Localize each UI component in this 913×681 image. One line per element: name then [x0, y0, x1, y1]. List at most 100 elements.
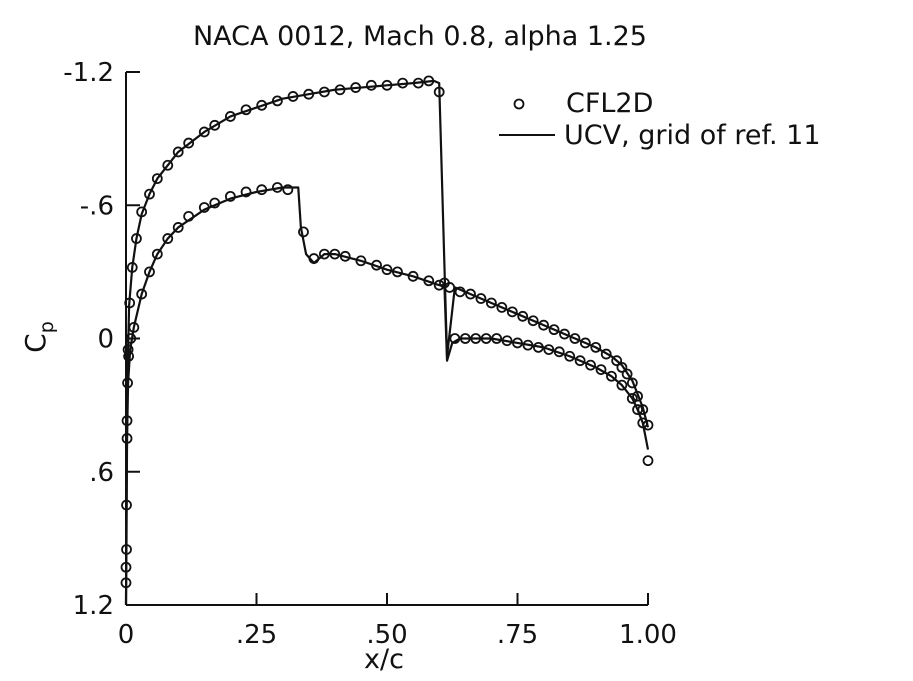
data-point-cfl2d-lower	[121, 544, 132, 555]
data-point-cfl2d-lower	[339, 250, 351, 262]
data-point-cfl2d-lower	[553, 346, 565, 358]
y-tick-label: -.6	[80, 191, 114, 221]
data-point-cfl2d-upper	[121, 415, 133, 427]
data-point-cfl2d-lower	[459, 333, 471, 344]
legend-label-cfl2d: CFL2D	[566, 88, 653, 119]
data-point-cfl2d-lower	[122, 377, 133, 389]
data-point-cfl2d-lower	[240, 186, 252, 198]
data-point-cfl2d-lower	[433, 279, 445, 291]
data-point-cfl2d-upper	[642, 419, 654, 431]
data-point-cfl2d-upper	[444, 282, 456, 293]
data-point-cfl2d-upper	[412, 77, 424, 89]
data-point-cfl2d-lower	[501, 335, 513, 347]
x-tick-label: .50	[366, 620, 407, 650]
data-point-cfl2d-lower	[470, 333, 482, 344]
data-point-cfl2d-lower	[355, 255, 367, 267]
data-point-cfl2d-upper	[303, 88, 315, 100]
data-point-cfl2d-upper	[151, 173, 163, 185]
chart-title: NACA 0012, Mach 0.8, alpha 1.25	[193, 21, 647, 52]
data-point-cfl2d-upper	[365, 79, 377, 91]
data-point-cfl2d-upper	[136, 206, 148, 218]
data-point-cfl2d-lower	[136, 288, 148, 300]
data-point-cfl2d-upper	[506, 306, 518, 318]
data-point-cfl2d-upper	[131, 233, 142, 244]
data-point-cfl2d-upper	[496, 302, 508, 313]
data-point-cfl2d-lower	[371, 259, 382, 271]
data-point-cfl2d-upper	[579, 337, 591, 349]
data-point-cfl2d-upper	[287, 91, 299, 102]
data-point-cfl2d-lower	[637, 417, 649, 429]
x-tick-label: .75	[497, 620, 538, 650]
data-point-cfl2d-lower	[595, 364, 607, 375]
data-point-cfl2d-upper	[121, 499, 132, 511]
data-point-cfl2d-upper	[600, 348, 612, 360]
data-point-cfl2d-lower	[198, 202, 210, 213]
data-point-cfl2d-upper	[198, 126, 210, 138]
data-point-cfl2d-lower	[123, 350, 135, 362]
data-point-cfl2d-lower	[125, 333, 137, 344]
data-point-cfl2d-lower	[616, 379, 628, 391]
data-point-cfl2d-upper	[527, 315, 539, 327]
data-point-cfl2d-upper	[120, 561, 132, 573]
data-point-cfl2d-upper	[172, 146, 184, 158]
data-point-cfl2d-lower	[298, 226, 309, 238]
data-point-cfl2d-upper	[124, 297, 136, 309]
x-tick-marks	[125, 593, 649, 605]
data-point-cfl2d-upper	[433, 86, 445, 98]
x-tick-label: 0	[118, 620, 135, 650]
legend: CFL2D UCV, grid of ref. 11	[499, 88, 821, 151]
data-point-cfl2d-upper	[126, 262, 138, 273]
data-point-cfl2d-upper	[183, 137, 195, 149]
y-tick-labels: -1.2 -.6 0 .6 1.2	[63, 58, 114, 621]
data-point-cfl2d-lower	[512, 337, 523, 349]
series-line-ucv-upper	[124, 79, 650, 606]
data-point-cfl2d-upper	[334, 84, 346, 96]
y-tick-label: 1.2	[73, 591, 114, 621]
data-point-cfl2d-lower	[256, 184, 268, 196]
y-axis-label-main: C	[19, 333, 52, 353]
x-tick-labels: 0 .25 .50 .75 1.00	[118, 620, 677, 650]
data-point-cfl2d-lower	[626, 393, 638, 404]
x-axis-label: x/c	[364, 644, 404, 675]
data-point-cfl2d-upper	[621, 368, 633, 380]
y-axis-label: Cp	[19, 321, 58, 353]
data-point-cfl2d-upper	[423, 75, 435, 87]
data-point-cfl2d-upper	[590, 341, 602, 353]
data-point-cfl2d-lower	[282, 184, 294, 196]
data-point-cfl2d-lower	[491, 333, 503, 344]
data-point-cfl2d-upper	[271, 95, 283, 107]
data-point-cfl2d-lower	[209, 197, 221, 209]
data-point-cfl2d-lower	[162, 233, 174, 244]
data-point-cfl2d-lower	[308, 253, 320, 264]
data-point-cfl2d-lower	[642, 455, 654, 467]
data-point-cfl2d-upper	[569, 333, 581, 344]
data-point-cfl2d-lower	[392, 266, 403, 278]
data-point-cfl2d-upper	[162, 159, 174, 171]
y-axis-label-subscript: p	[36, 321, 58, 333]
data-point-cfl2d-upper	[538, 319, 549, 331]
data-point-cfl2d-lower	[423, 275, 435, 287]
data-point-cfl2d-lower	[522, 339, 534, 351]
data-point-cfl2d-upper	[517, 310, 529, 322]
data-point-cfl2d-lower	[172, 222, 184, 233]
y-tick-label: .6	[89, 458, 114, 488]
data-point-cfl2d-upper	[224, 111, 236, 122]
data-point-cfl2d-lower	[271, 182, 283, 193]
x-tick-label: .25	[236, 620, 277, 650]
data-point-cfl2d-upper	[397, 77, 409, 89]
data-point-cfl2d-upper	[632, 390, 643, 402]
data-point-cfl2d-upper	[209, 119, 221, 131]
data-point-cfl2d-lower	[480, 333, 492, 344]
data-point-cfl2d-lower	[407, 270, 419, 282]
data-point-cfl2d-lower	[120, 577, 132, 589]
data-point-cfl2d-upper	[454, 286, 466, 298]
data-point-cfl2d-lower	[606, 370, 617, 382]
data-point-cfl2d-lower	[183, 210, 195, 222]
data-point-cfl2d-lower	[574, 355, 586, 367]
data-point-cfl2d-upper	[144, 188, 155, 200]
data-point-cfl2d-lower	[224, 190, 236, 202]
data-point-cfl2d-upper	[350, 82, 362, 93]
data-point-cfl2d-lower	[318, 248, 330, 260]
data-point-cfl2d-upper	[616, 361, 628, 373]
